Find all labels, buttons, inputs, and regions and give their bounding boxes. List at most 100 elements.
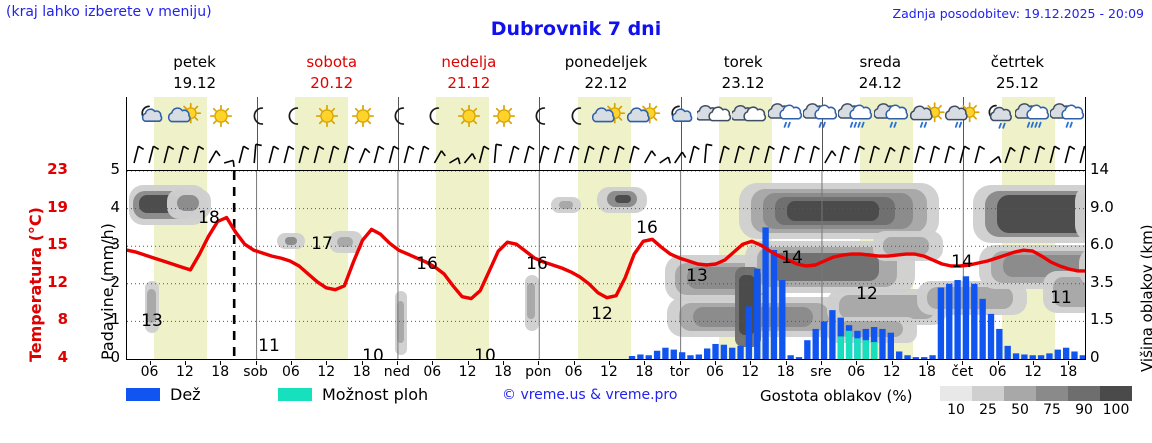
wind-barb-flag xyxy=(918,145,926,151)
temperature-value-label: 16 xyxy=(526,254,548,274)
weather-icon-cloud-rain xyxy=(802,101,841,133)
rain-bar xyxy=(996,328,1003,359)
precipitation-bars xyxy=(628,227,1085,359)
rain-bar xyxy=(1029,355,1036,359)
rain-bar xyxy=(1004,345,1011,359)
wind-barb xyxy=(523,146,530,164)
x-tick-label: sre xyxy=(810,364,832,380)
copyright-link[interactable]: © vreme.us & vreme.pro xyxy=(502,387,678,403)
rain-bar xyxy=(921,357,928,359)
x-axis-tick-labels: 06 12 18 sob 06 12 18 ned 06 12 18 pon 06 12 18 tor 06 12… xyxy=(126,361,1086,383)
cloud-blob xyxy=(1075,184,1085,242)
temperature-value-label: 11 xyxy=(1050,288,1072,308)
wind-barb xyxy=(313,146,320,164)
temperature-value-label: 18 xyxy=(198,208,220,228)
meteogram-plot: 13 18 11 17 10 16 10 16 12 16 13 14 12 14 11 xyxy=(126,170,1086,360)
wind-barb-flag xyxy=(243,145,250,151)
rain-bar xyxy=(762,227,769,359)
x-tick-mark xyxy=(396,361,398,365)
rain-bar xyxy=(695,354,702,359)
rain-bar xyxy=(653,350,661,359)
day-date: 22.12 xyxy=(584,74,628,92)
weather-icon-sun xyxy=(308,101,346,133)
wind-barb xyxy=(418,146,425,164)
x-tick-mark xyxy=(149,361,151,365)
wind-barb-flag xyxy=(651,150,657,157)
temperature-value-label: 12 xyxy=(591,304,613,324)
x-tick-label: pon xyxy=(525,364,552,380)
wind-barb-flag xyxy=(963,145,971,151)
wind-barb xyxy=(568,146,575,164)
cloud-density-tick: 75 xyxy=(1043,402,1061,418)
cloud-density-tick: 50 xyxy=(1011,402,1029,418)
wind-barb-flag xyxy=(618,145,625,151)
temperature-tick-3: 12 xyxy=(47,272,68,291)
wind-barb xyxy=(508,146,515,164)
day-header-2: nedelja 21.12 xyxy=(400,52,537,96)
wind-barb-flag xyxy=(378,145,385,151)
wind-barb-flag xyxy=(738,145,745,151)
wind-barb xyxy=(688,146,695,164)
wind-barb xyxy=(583,146,590,164)
rain-bar xyxy=(971,283,978,359)
x-tick-label: 18 xyxy=(494,364,512,380)
x-tick-mark xyxy=(184,361,186,365)
rain-bar xyxy=(754,268,761,359)
x-tick-mark xyxy=(608,361,610,365)
wind-barb xyxy=(869,146,876,164)
rain-bar xyxy=(1021,354,1028,359)
weather-icon-cloud-rain-heavy xyxy=(1014,101,1053,133)
wind-barb-row xyxy=(126,139,1086,170)
day-name: nedelja xyxy=(441,53,497,71)
rain-bar xyxy=(1012,353,1020,359)
wind-barb xyxy=(809,146,815,164)
cloud-blob xyxy=(397,301,404,343)
wind-barb-flag xyxy=(706,143,713,147)
temperature-value-label: 11 xyxy=(258,336,280,356)
legend-label-shower: Možnost ploh xyxy=(322,385,429,404)
x-tick-label: 12 xyxy=(317,364,336,380)
precipitation-tick-2: 3 xyxy=(110,235,120,254)
cloud-density-tick: 100 xyxy=(1102,402,1130,418)
cloud-density-step-0 xyxy=(940,386,972,401)
weather-icon-cloud-rain xyxy=(766,101,806,133)
wind-barb-flag xyxy=(423,145,430,151)
rain-bar xyxy=(1071,351,1078,359)
day-separator xyxy=(539,139,541,170)
wind-barb-flag xyxy=(198,145,205,151)
x-tick-label: 06 xyxy=(564,364,583,380)
temperature-value-label: 10 xyxy=(474,346,496,359)
wind-barb xyxy=(1019,146,1026,164)
wind-barb xyxy=(268,146,275,164)
weather-icon-sun-cloud xyxy=(591,101,629,133)
wind-barb xyxy=(613,146,620,164)
cloud-density-tick: 90 xyxy=(1075,402,1093,418)
cloud-density-colorbar xyxy=(940,386,1132,401)
day-separator xyxy=(397,97,399,139)
x-tick-label: 18 xyxy=(635,364,654,380)
rain-bar xyxy=(1054,349,1061,359)
x-tick-mark xyxy=(432,361,434,365)
wind-barb-flag xyxy=(858,145,865,151)
x-tick-mark xyxy=(679,361,681,365)
precipitation-axis-ticks: 5 4 3 2 1 0 xyxy=(100,160,120,366)
wind-barb xyxy=(148,146,155,164)
cloud-blob xyxy=(1085,189,1086,237)
x-tick-mark xyxy=(290,361,292,365)
cloud-height-tick-5: 0 xyxy=(1090,348,1100,366)
rain-bar xyxy=(904,355,911,359)
weather-icon-moon xyxy=(414,101,452,133)
rain-bar xyxy=(712,343,719,359)
daylight-band xyxy=(1001,139,1055,170)
precipitation-tick-0: 5 xyxy=(110,160,120,178)
wind-barb-flag xyxy=(137,145,145,151)
wind-barb-flag xyxy=(573,145,580,151)
wind-barb-flag xyxy=(831,150,837,157)
x-tick-mark xyxy=(891,361,893,365)
day-date: 24.12 xyxy=(858,74,902,92)
day-separator xyxy=(397,139,399,170)
x-tick-label: 12 xyxy=(741,364,760,380)
wind-barb xyxy=(493,144,497,164)
wind-barb xyxy=(553,146,560,164)
rain-bar xyxy=(662,347,669,359)
